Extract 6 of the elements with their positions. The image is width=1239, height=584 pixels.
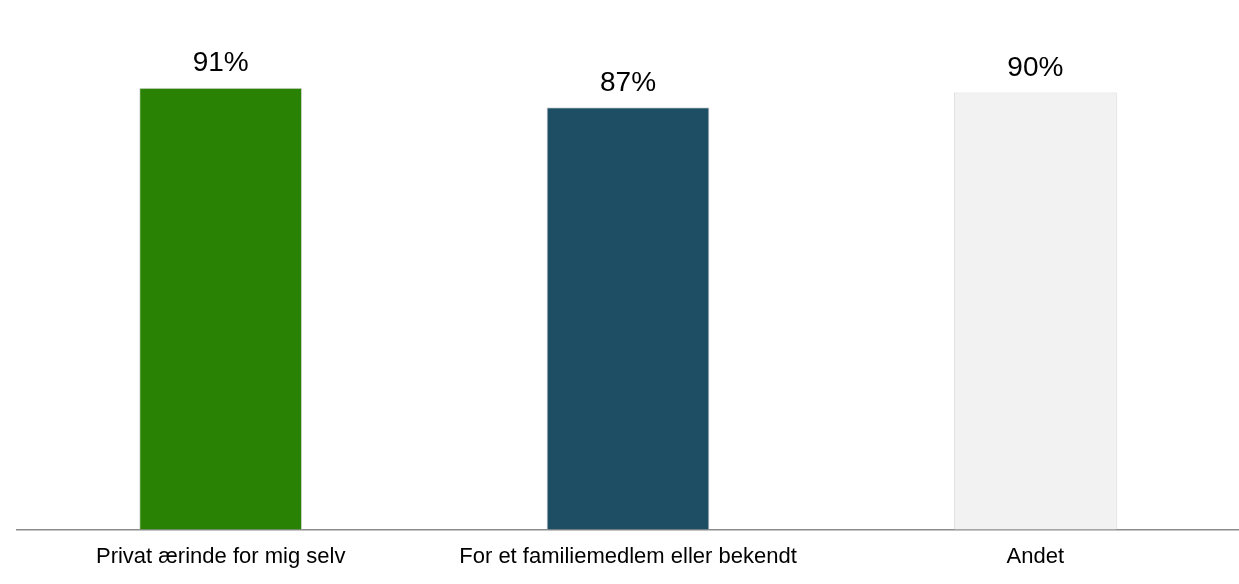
data-label: 87% — [599, 65, 657, 97]
data-label: 90% — [1007, 51, 1064, 83]
data-label: 91% — [192, 46, 249, 78]
x-tick-label: Andet — [1006, 542, 1065, 568]
x-tick-label: Privat ærinde for mig selv — [95, 542, 346, 568]
x-tick-label: For et familiemedlem eller bekendt — [459, 542, 797, 568]
